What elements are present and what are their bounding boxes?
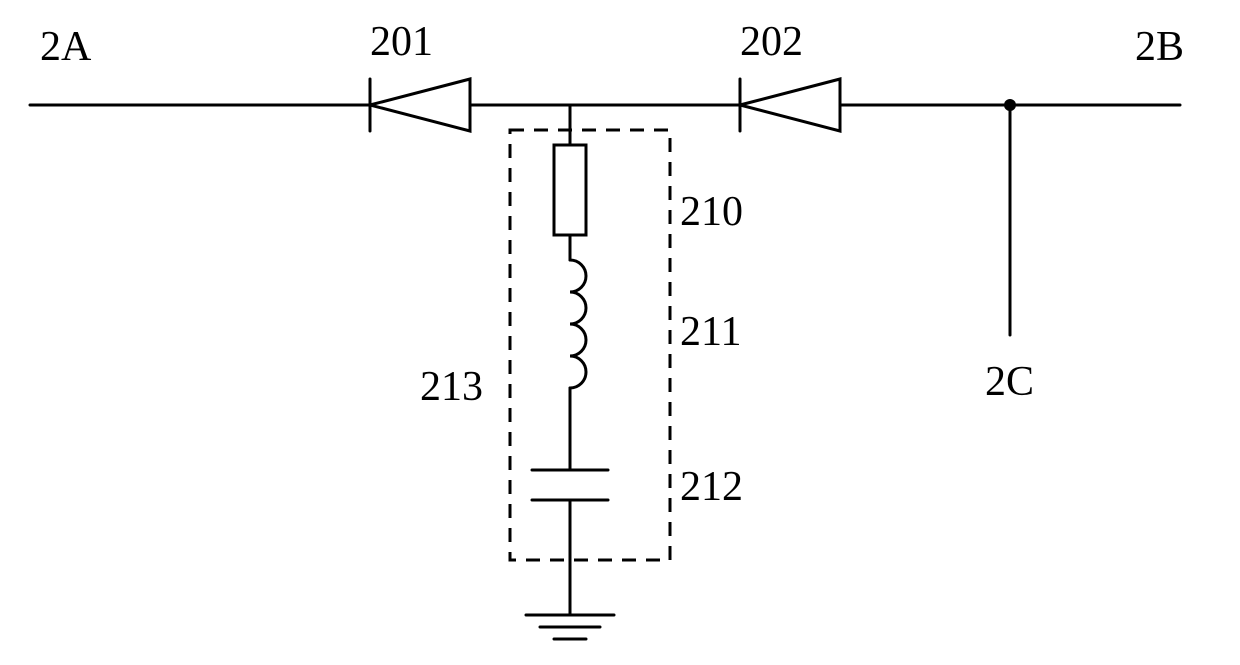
junction-b xyxy=(1004,99,1016,111)
d1-label: 201 xyxy=(370,19,433,65)
portA-label: 2A xyxy=(40,24,92,70)
portC-label: 2C xyxy=(985,359,1034,405)
d2-label: 202 xyxy=(740,19,803,65)
portB-label: 2B xyxy=(1135,24,1184,70)
resistor-210 xyxy=(554,145,586,235)
box-label: 213 xyxy=(420,364,483,410)
group-box-213 xyxy=(510,130,670,560)
r-label: 210 xyxy=(680,189,743,235)
inductor-211 xyxy=(570,260,586,388)
diode-201 xyxy=(370,79,470,131)
l-label: 211 xyxy=(680,309,741,355)
diode-202 xyxy=(740,79,840,131)
c-label: 212 xyxy=(680,464,743,510)
